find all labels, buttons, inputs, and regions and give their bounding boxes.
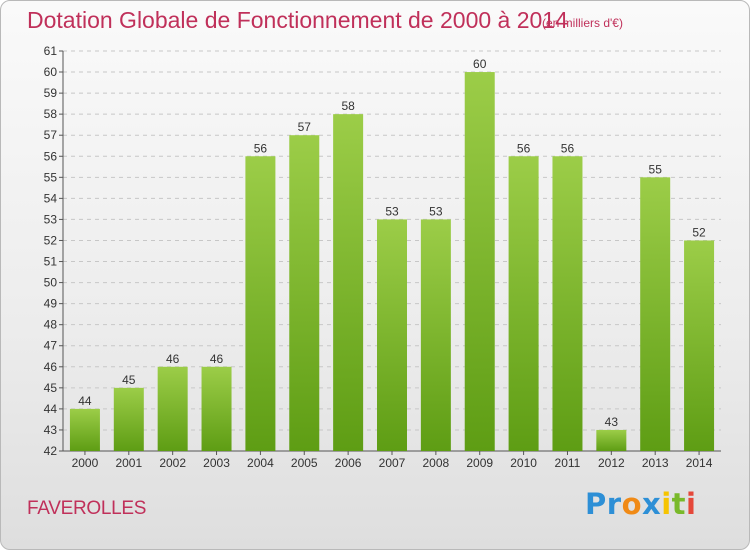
y-tick-label: 57 <box>44 128 58 142</box>
value-label: 55 <box>649 162 663 176</box>
x-tick-label: 2009 <box>466 456 493 470</box>
logo-part: x <box>642 487 662 521</box>
value-label: 57 <box>298 120 312 134</box>
bar <box>596 429 627 451</box>
y-tick-label: 42 <box>44 444 58 458</box>
x-tick-label: 2004 <box>247 456 274 470</box>
value-label: 56 <box>254 141 268 155</box>
y-tick-label: 43 <box>44 423 58 437</box>
logo-part: Pr <box>585 487 622 521</box>
bar <box>640 177 671 451</box>
y-tick-label: 59 <box>44 86 58 100</box>
bar <box>464 72 495 451</box>
x-tick-label: 2013 <box>642 456 669 470</box>
x-tick-label: 2006 <box>335 456 362 470</box>
y-tick-label: 50 <box>44 276 58 290</box>
logo-part: i <box>686 487 697 521</box>
chart-unit: (en milliers d'€) <box>542 16 623 30</box>
value-label: 43 <box>605 415 619 429</box>
bar <box>420 219 451 451</box>
y-tick-label: 48 <box>44 318 58 332</box>
x-tick-label: 2008 <box>423 456 450 470</box>
y-tick-label: 46 <box>44 360 58 374</box>
logo-part: o <box>621 487 642 521</box>
y-tick-label: 52 <box>44 233 58 247</box>
bar <box>157 366 188 451</box>
value-label: 46 <box>210 352 224 366</box>
x-tick-label: 2003 <box>203 456 230 470</box>
value-label: 53 <box>429 204 443 218</box>
x-tick-label: 2011 <box>555 456 581 470</box>
bar <box>289 135 320 452</box>
bar <box>113 387 144 451</box>
chart-title: Dotation Globale de Fonctionnement de 20… <box>27 7 568 33</box>
value-label: 45 <box>122 373 136 387</box>
x-tick-label: 2000 <box>72 456 99 470</box>
value-label: 44 <box>78 394 92 408</box>
x-tick-label: 2007 <box>379 456 406 470</box>
value-label: 56 <box>517 141 531 155</box>
value-label: 52 <box>692 225 706 239</box>
x-tick-label: 2001 <box>115 456 142 470</box>
x-tick-label: 2002 <box>159 456 186 470</box>
logo-part: t <box>671 487 687 521</box>
bar <box>508 156 539 451</box>
x-tick-label: 2012 <box>598 456 625 470</box>
bar <box>201 366 232 451</box>
y-tick-label: 45 <box>44 381 58 395</box>
bar <box>377 219 407 451</box>
bar <box>552 156 583 451</box>
x-tick-label: 2010 <box>510 456 537 470</box>
bar <box>684 240 715 451</box>
labels: 44 2000 45 2001 46 2002 46 2003 56 2004 57 2005 58 20… <box>72 57 713 470</box>
value-label: 53 <box>385 204 399 218</box>
y-tick-label: 47 <box>44 339 58 353</box>
value-label: 58 <box>341 99 355 113</box>
y-tick-label: 51 <box>44 255 58 269</box>
value-label: 56 <box>561 141 575 155</box>
y-tick-label: 61 <box>44 44 58 58</box>
logo-part: i <box>661 487 672 521</box>
bar <box>69 408 100 451</box>
value-label: 46 <box>166 352 180 366</box>
y-tick-label: 44 <box>44 402 58 416</box>
bars <box>69 72 715 452</box>
place-name: FAVEROLLES <box>27 498 147 519</box>
value-label: 60 <box>473 57 487 71</box>
y-tick-label: 55 <box>44 170 58 184</box>
bar <box>245 156 276 451</box>
bar <box>333 114 364 451</box>
x-tick-label: 2014 <box>686 456 713 470</box>
y-tick-label: 54 <box>44 191 58 205</box>
y-tick-label: 56 <box>44 149 58 163</box>
y-tick-label: 58 <box>44 107 58 121</box>
x-tick-label: 2005 <box>291 456 318 470</box>
axes: 42 43 44 45 46 47 48 49 50 51 52 53 54 55 56 57 58 59 60 61 <box>44 44 721 458</box>
y-tick-label: 53 <box>44 212 58 226</box>
y-tick-label: 60 <box>44 65 58 79</box>
proxiti-logo[interactable]: Proxiti <box>585 487 697 521</box>
y-tick-label: 49 <box>44 297 58 311</box>
